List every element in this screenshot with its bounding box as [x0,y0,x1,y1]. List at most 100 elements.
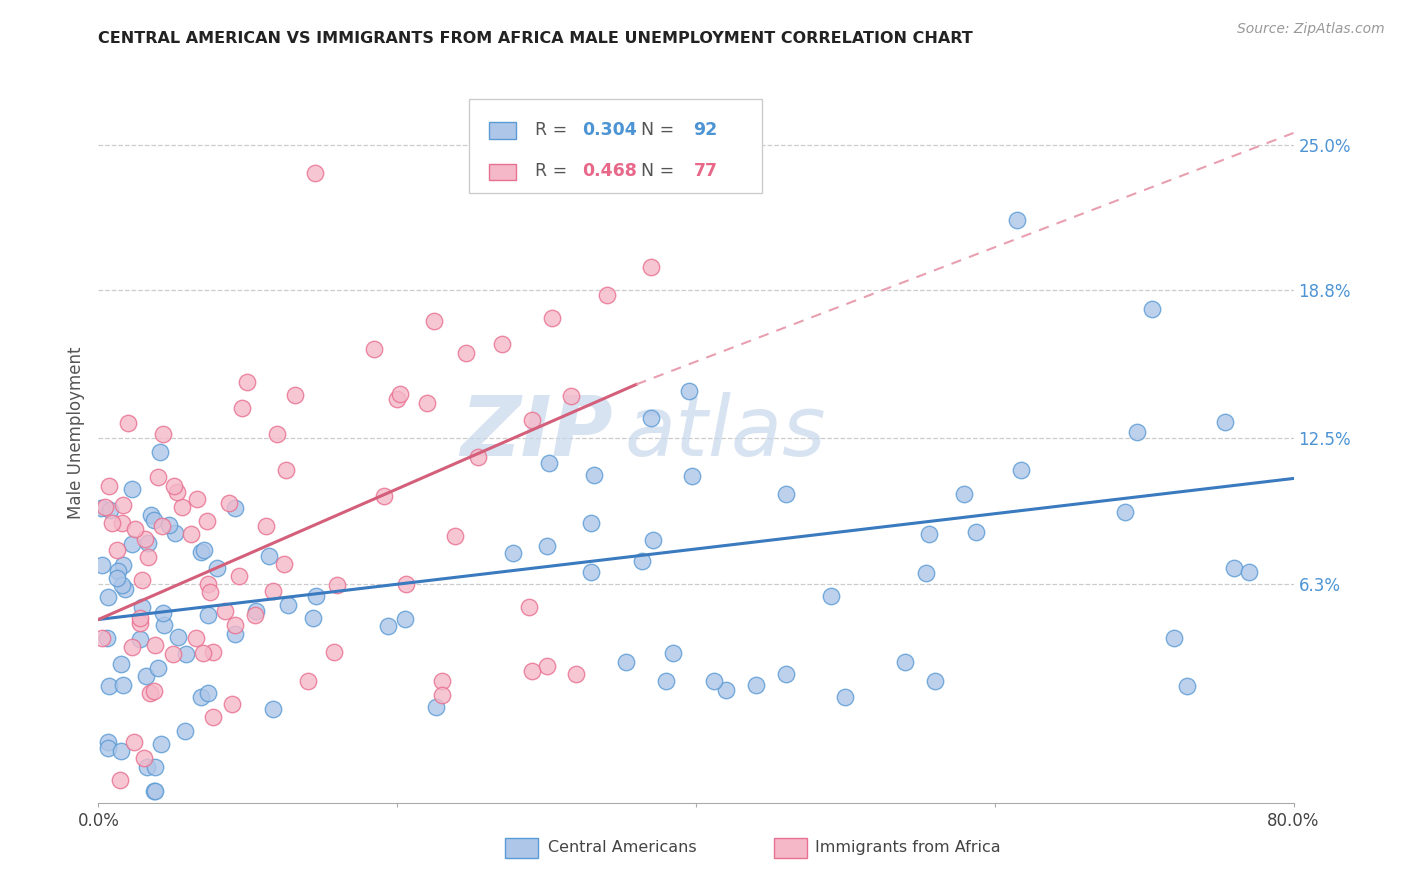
Point [373,489,395,503]
Point [952,487,974,501]
Point [254,519,277,533]
Text: CENTRAL AMERICAN VS IMMIGRANTS FROM AFRICA MALE UNEMPLOYMENT CORRELATION CHART: CENTRAL AMERICAN VS IMMIGRANTS FROM AFRI… [98,31,973,46]
Point [128,611,150,625]
Point [775,486,797,500]
Point [1163,632,1185,646]
Point [395,577,418,591]
Point [121,537,143,551]
Point [111,498,134,512]
Text: R =: R = [534,162,572,180]
Point [520,664,543,678]
Point [90,501,112,516]
Point [197,607,219,622]
Point [146,661,169,675]
Point [541,310,564,325]
Point [596,287,619,301]
Point [228,568,250,582]
Point [129,616,152,631]
Point [224,627,246,641]
Point [149,445,172,459]
Point [105,571,128,585]
Point [136,536,159,550]
Point [640,260,662,274]
Text: ZIP: ZIP [460,392,613,473]
Text: N =: N = [630,120,681,138]
Point [681,469,703,483]
Point [176,648,198,662]
Point [430,688,453,702]
Point [117,416,139,430]
Point [1005,213,1028,227]
Point [834,690,856,704]
Point [245,604,267,618]
Point [703,673,725,688]
Point [174,723,197,738]
Point [820,589,842,603]
Point [582,467,605,482]
Point [231,401,253,415]
Y-axis label: Male Unemployment: Male Unemployment [66,346,84,519]
Point [322,645,344,659]
Point [186,492,208,507]
Point [678,384,700,399]
Point [1126,425,1149,440]
Point [131,600,153,615]
Point [124,522,146,536]
Point [423,314,446,328]
Point [152,606,174,620]
Point [266,426,288,441]
Point [195,514,218,528]
Point [111,678,134,692]
Point [134,533,156,547]
Point [135,668,157,682]
Point [131,573,153,587]
Text: Central Americans: Central Americans [548,840,696,855]
Point [491,337,513,351]
Point [259,549,281,563]
Text: 0.304: 0.304 [582,120,637,138]
Point [98,479,121,493]
Point [1175,680,1198,694]
Point [304,166,326,180]
Point [146,469,169,483]
Point [190,690,212,704]
Point [1010,463,1032,477]
Point [202,709,225,723]
Point [425,700,447,714]
Point [167,631,190,645]
Point [262,701,284,715]
Point [273,557,295,571]
Point [502,546,524,560]
Point [94,500,117,514]
Point [894,655,917,669]
Point [145,783,167,797]
Point [641,533,664,548]
Point [284,388,307,402]
Point [180,527,202,541]
Point [467,450,489,464]
Point [97,741,120,756]
Point [363,342,385,356]
Point [163,479,186,493]
Point [918,527,941,541]
Point [224,501,246,516]
Point [149,737,172,751]
Point [444,528,467,542]
Point [136,759,159,773]
Point [200,584,222,599]
Point [565,666,588,681]
Point [914,566,936,580]
Point [170,500,193,515]
Point [110,578,132,592]
Point [297,673,319,688]
Point [631,554,654,568]
Point [110,744,132,758]
Point [520,413,543,427]
Point [454,345,477,359]
Point [193,543,215,558]
Point [90,631,112,645]
Point [122,734,145,748]
Point [97,590,120,604]
Point [655,673,678,688]
Point [201,645,224,659]
